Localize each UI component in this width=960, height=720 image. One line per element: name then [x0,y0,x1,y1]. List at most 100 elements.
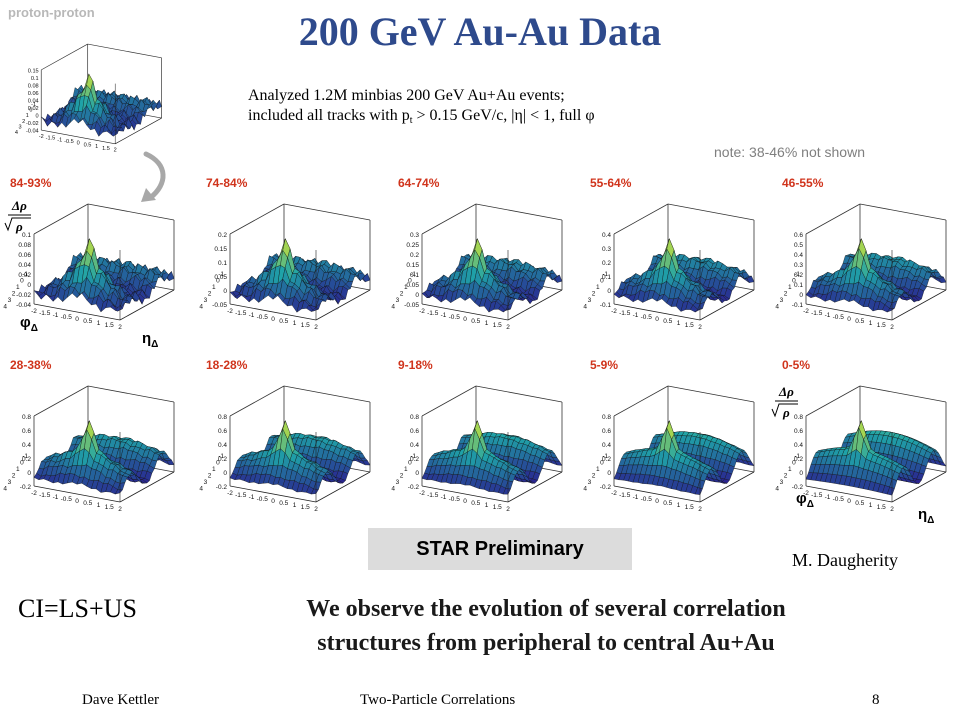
eta-tick-label: -2 [611,308,617,315]
z-tick-label: 0.4 [410,442,419,449]
surface-plot-46-55: 0.60.50.40.30.20.10-0.1-2 -1.5 -1 -0.5 0 0.5 1… [775,203,947,331]
eta-tick-label: -0.5 [257,496,269,503]
z-tick-label: -0.1 [792,302,804,309]
note-text: note: 38-46% not shown [714,144,865,160]
centrality-label: 74-84% [206,176,248,190]
z-tick-label: -0.2 [408,484,420,491]
eta-tick-label: 0 [655,316,659,323]
centrality-label: 9-18% [398,358,433,372]
eta-tick-label: -2 [419,490,425,497]
z-tick-label: 0.8 [22,414,31,421]
eta-tick-label: 2 [506,324,510,331]
z-tick-label: 0 [799,292,803,299]
eta-tick-label: 1.5 [301,504,310,511]
z-tick-label: 0.4 [794,442,803,449]
phi-tick-label: -1 [218,453,224,460]
eta-tick-label: -1 [825,312,831,319]
phi-tick-label: -1 [31,102,36,108]
z-tick-label: 0.25 [406,242,419,249]
phi-tick-label: 0 [20,460,24,467]
eta-tick-label: -0.5 [449,314,461,321]
phi-tick-label: 2 [208,473,212,480]
eta-tick-label: 0.5 [471,318,480,325]
centrality-label: 18-28% [206,358,248,372]
eta-tick-label: 0.5 [279,318,288,325]
eta-tick-label: 1 [485,320,489,327]
z-tick-label: 0 [27,282,31,289]
eta-tick-label: 1.5 [102,146,110,152]
phi-tick-label: 3 [396,479,400,486]
eta-tick-label: -1 [441,312,447,319]
eta-tick-label: -1.5 [235,310,247,317]
eta-tick-label: 0.5 [855,500,864,507]
z-tick-label: 0.5 [794,242,803,249]
eta-tick-label: 0.5 [83,318,92,325]
z-tick-label: 0 [36,114,39,120]
phi-tick-label: 0 [29,108,32,114]
eta-tick-label: 1 [677,320,681,327]
eta-tick-label: -2 [227,490,233,497]
z-tick-label: 0.2 [602,260,611,267]
eta-tick-label: -1 [633,312,639,319]
eta-tick-label: 1.5 [493,322,502,329]
ci-formula: CI=LS+US [18,594,137,623]
z-tick-label: -0.2 [20,484,32,491]
eta-tick-label: 2 [114,148,117,154]
eta-tick-label: -1.5 [619,492,631,499]
eta-tick-label: 1.5 [877,504,886,511]
eta-tick-label: -0.5 [641,314,653,321]
phi-tick-label: 2 [400,291,404,298]
phi-tick-label: 3 [780,297,784,304]
z-tick-label: 0.2 [410,252,419,259]
eta-tick-label: -1.5 [619,310,631,317]
eta-tick-label: -2 [419,308,425,315]
ratio-axis-label-bottom: Δρ ρ [770,382,800,426]
phi-tick-label: 1 [404,284,408,291]
eta-tick-label: -0.5 [641,496,653,503]
eta-tick-label: 0 [75,498,79,505]
surface-plot-55-64: 0.40.30.20.10-0.1-2 -1.5 -1 -0.5 0 0.5 1 1.5 2-1… [583,203,755,331]
eta-tick-label: 0.5 [83,500,92,507]
eta-tick-label: -0.5 [64,139,74,145]
z-tick-label: 0.6 [794,232,803,239]
surface-plot-84-93: 0.10.080.060.040.020-0.02-0.04-2 -1.5 -1 -0… [3,203,175,331]
z-tick-label: 0.1 [794,282,803,289]
z-tick-label: -0.05 [404,302,419,309]
eta-tick-label: -1.5 [235,492,247,499]
footer-author: Dave Kettler [82,692,160,708]
summary-line-2: included all tracks with pt > 0.15 GeV/c… [248,107,595,126]
eta-tick-label: 0 [77,141,80,147]
phi-tick-label: -1 [794,453,800,460]
eta-tick-label: 1 [869,320,873,327]
phi-tick-label: -1 [410,271,416,278]
eta-tick-label: -1.5 [39,492,51,499]
phi-tick-label: 2 [12,473,16,480]
centrality-label: 55-64% [590,176,632,190]
phi-tick-label: 0 [792,278,796,285]
z-tick-label: 0 [223,470,227,477]
eta-tick-label: 0.5 [471,500,480,507]
phi-tick-label: -1 [602,453,608,460]
phi-tick-label: 3 [8,297,12,304]
z-tick-label: 0.05 [406,282,419,289]
eta-tick-label: 1 [293,320,297,327]
z-tick-label: 0.2 [794,272,803,279]
author-credit: M. Daugherity [792,550,898,570]
eta-tick-label: 1 [293,502,297,509]
eta-tick-label: 1 [95,144,98,150]
phi-tick-label: 4 [15,130,18,136]
eta-tick-label: -1 [249,494,255,501]
eta-tick-label: 1 [97,320,101,327]
eta-tick-label: 0 [463,316,467,323]
z-tick-label: -0.04 [16,302,31,309]
z-tick-label: 0.8 [602,414,611,421]
eta-tick-label: -2 [611,490,617,497]
z-tick-label: 0.1 [22,232,31,239]
conclusion-text: We observe the evolution of several corr… [226,592,866,660]
z-tick-label: 0.06 [18,252,31,259]
surface-plot-pp: 0.150.10.080.060.040.020-0.02-0.04-2 -1.5… [15,43,162,154]
z-tick-label: 0 [799,470,803,477]
eta-tick-label: -1 [825,494,831,501]
surface-plot-0-5: 0.80.60.40.20-0.2-2 -1.5 -1 -0.5 0 0.5 1 1.5 2-1… [775,385,947,513]
eta-tick-label: 0.5 [84,142,92,148]
